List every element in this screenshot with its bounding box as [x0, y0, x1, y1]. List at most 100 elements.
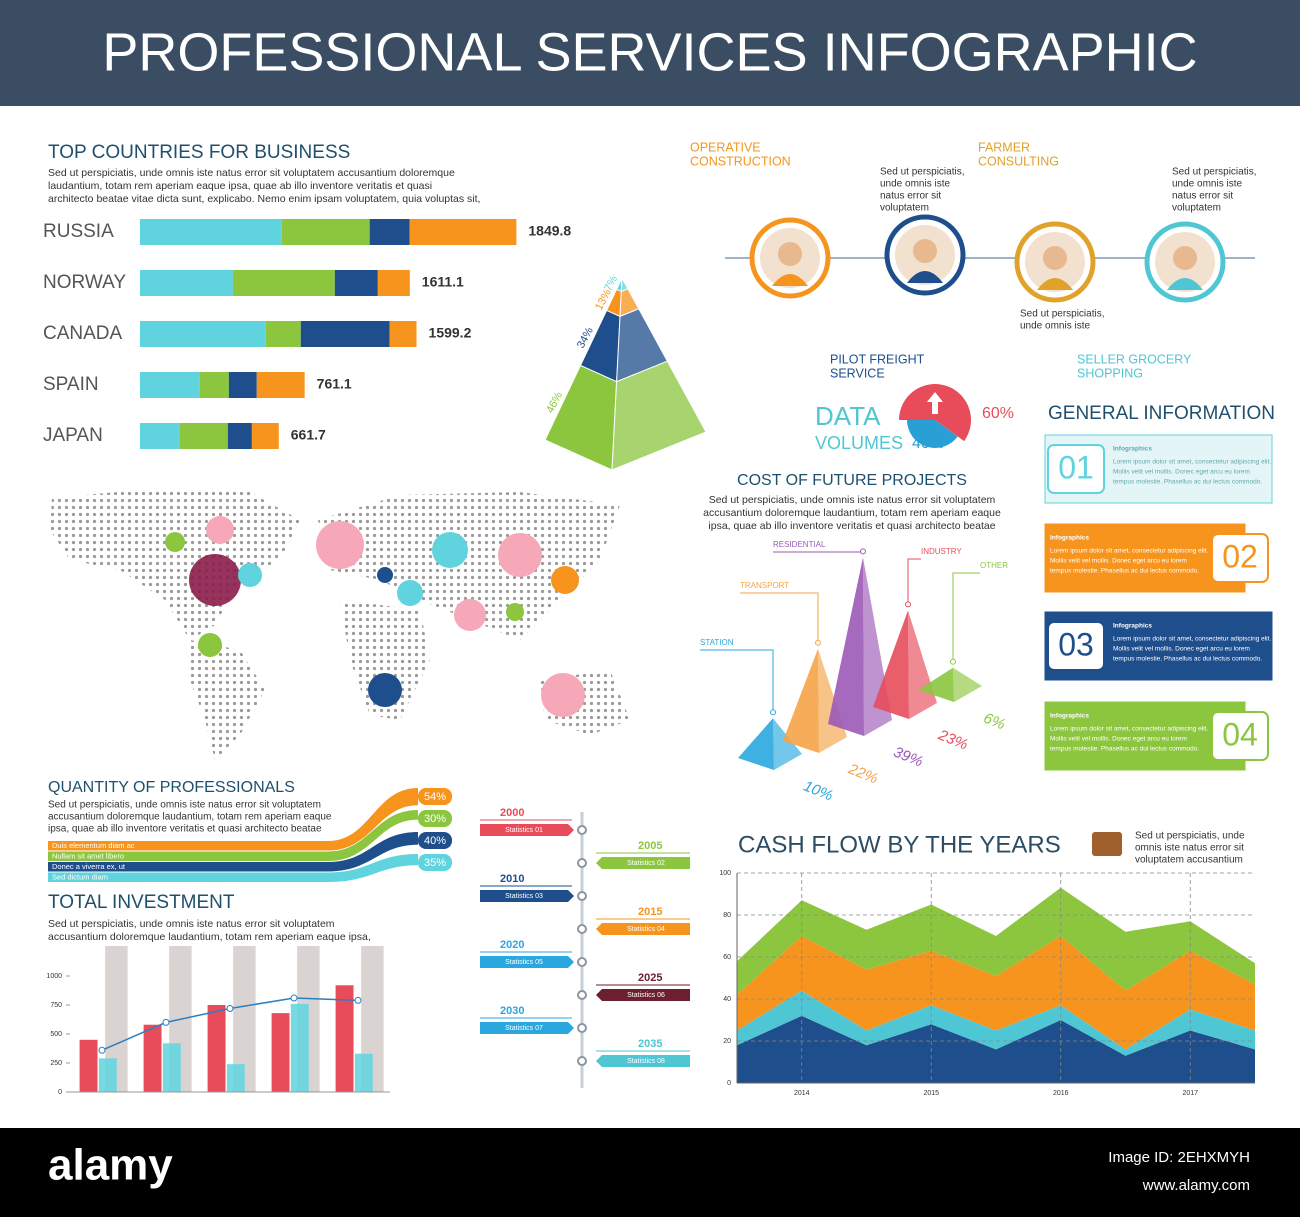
chart-subtitle: voluptatem accusantium — [1135, 855, 1243, 866]
timeline-year: 2035 — [638, 1038, 662, 1050]
category-label: CANADA — [43, 323, 123, 344]
section-heading: GENERAL INFORMATION — [1048, 403, 1275, 424]
info-text: tempus molestie. Phasellus ac dui lectus… — [1113, 479, 1262, 486]
area — [737, 990, 1255, 1056]
peak-face — [828, 557, 864, 736]
category-label: NORWAY — [43, 272, 126, 293]
bar — [207, 1005, 226, 1092]
map-bubble — [206, 516, 234, 544]
map-bubble — [541, 673, 585, 717]
number-box — [1047, 621, 1105, 671]
total-label: 1849.8 — [528, 223, 571, 239]
timeline-dot — [577, 990, 587, 1000]
peak-face — [873, 610, 909, 719]
map-eurasia — [318, 492, 620, 640]
timeline-dot — [577, 891, 587, 901]
header-bar — [0, 0, 1300, 106]
timeline-tag — [480, 956, 574, 968]
chart-subtitle: Sed ut perspiciatis, unde — [1135, 831, 1245, 842]
number-box — [1211, 711, 1269, 761]
service-label: CONSTRUCTION — [690, 154, 791, 168]
avatar-head — [1043, 246, 1067, 270]
bar — [98, 1058, 117, 1092]
info-label: Infographics — [1113, 446, 1152, 453]
bar-segment — [265, 321, 301, 347]
footer-bar — [0, 1128, 1300, 1217]
chart-subtitle: Sed ut perspiciatis, unde omnis iste nat… — [709, 494, 996, 506]
timeline-year: 2010 — [500, 873, 524, 885]
info-label: Infographics — [1050, 713, 1089, 720]
map-bubble — [432, 532, 468, 568]
info-number: 01 — [1058, 449, 1094, 485]
category-label: STATION — [700, 638, 734, 647]
info-text: Mollis velit vel mollis. Donec eget arcu… — [1050, 558, 1187, 565]
briefcase-icon — [1092, 832, 1122, 856]
chart-subtitle: Sed ut perspiciatis, unde omnis iste nat… — [48, 918, 335, 930]
bar — [162, 1043, 181, 1092]
info-number: 02 — [1222, 538, 1258, 574]
value-label: 6% — [981, 710, 1007, 734]
bar — [354, 1053, 373, 1092]
avatar-body — [1167, 278, 1203, 290]
avatar-head — [913, 239, 937, 263]
service-label: FARMER — [978, 140, 1030, 154]
gauge-sector — [907, 420, 958, 448]
service-text: unde omnis iste — [1020, 321, 1090, 332]
total-label: 661.7 — [291, 427, 326, 443]
ribbon — [48, 788, 418, 851]
map-bubble — [498, 533, 542, 577]
bar — [226, 1064, 245, 1092]
timeline-label: Statistics 04 — [627, 926, 665, 933]
bar-segment — [377, 270, 410, 296]
bar-segment — [227, 423, 252, 449]
service-text: Sed ut perspiciatis, — [1172, 167, 1257, 178]
line-point — [290, 994, 298, 1002]
category-label: SPAIN — [43, 374, 99, 395]
arrow-up — [927, 392, 943, 414]
bar-segment — [228, 372, 257, 398]
leader-line — [700, 649, 774, 713]
bar-segment — [334, 270, 378, 296]
category-label: TRANSPORT — [740, 581, 789, 590]
info-text: tempus molestie. Phasellus ac dui lectus… — [1050, 568, 1199, 575]
peak-face — [783, 648, 819, 753]
value-pill — [418, 832, 452, 849]
ribbon — [48, 832, 418, 872]
leader-dot — [950, 658, 956, 665]
category-label: INDUSTRY — [921, 547, 962, 556]
bar — [271, 1013, 290, 1092]
avatar-body — [1037, 278, 1073, 290]
info-text: Lorem ipsum dolor sit amet, consectetur … — [1113, 636, 1271, 643]
map-bubble — [165, 532, 185, 552]
map-africa — [340, 600, 430, 720]
gauge-title: DATA — [815, 401, 881, 431]
value-label: 54% — [424, 791, 446, 803]
timeline-tag — [480, 824, 574, 836]
bar-segment — [140, 219, 282, 245]
page-title: PROFESSIONAL SERVICES INFOGRAPHIC — [102, 22, 1197, 82]
value-label: 30% — [424, 813, 446, 825]
map-bubble — [316, 521, 364, 569]
avatar-body — [907, 271, 943, 283]
bar-segment — [281, 219, 370, 245]
timeline-label: Statistics 07 — [505, 1025, 543, 1032]
timeline-year: 2015 — [638, 906, 662, 918]
bar-segment — [232, 270, 335, 296]
y-tick-label: 750 — [50, 1002, 62, 1009]
leader-dot — [770, 709, 776, 716]
value-label: 40% — [912, 435, 944, 452]
x-tick-label: 2017 — [1182, 1090, 1198, 1097]
ribbon — [48, 810, 418, 861]
area — [737, 936, 1255, 1050]
y-tick-label: 500 — [50, 1031, 62, 1038]
bar-segment — [389, 321, 417, 347]
info-number: 03 — [1058, 626, 1094, 662]
bar-segment — [179, 423, 228, 449]
bar-segment — [140, 321, 266, 347]
footer-brand: alamy — [48, 1141, 173, 1190]
peak-face-shade — [773, 718, 802, 770]
bar-segment — [140, 372, 200, 398]
chart-subtitle: laudantium, totam rem aperiam eaque ipsa… — [48, 180, 432, 192]
